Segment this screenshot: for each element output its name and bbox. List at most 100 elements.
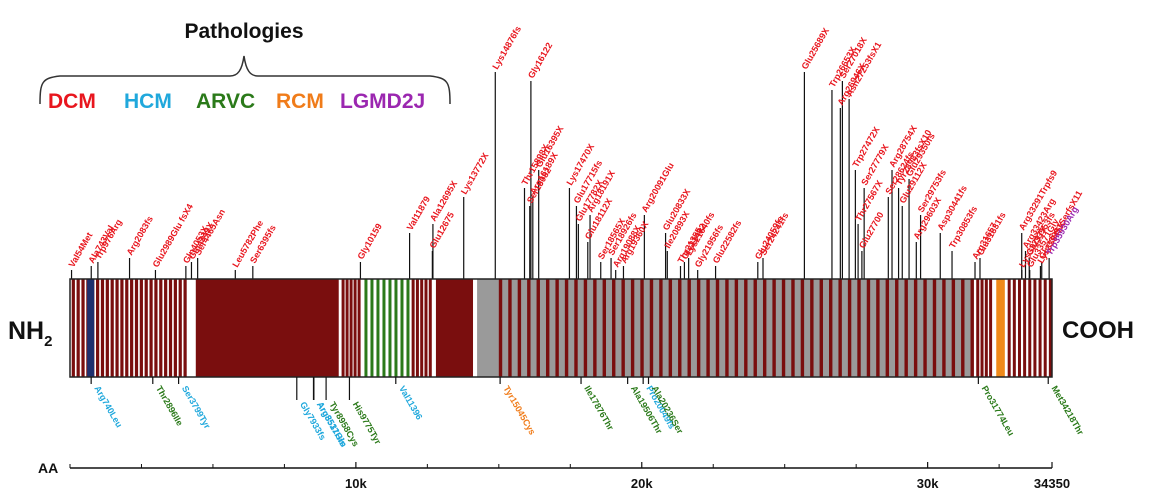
bottom-mutation-label: Arg740Leu (92, 384, 124, 429)
domain-stripe (81, 279, 85, 377)
domain-stripe (876, 279, 880, 377)
domain-stripe (110, 279, 114, 377)
axis-tick-label: 34350 (1034, 476, 1070, 491)
domain-stripe (100, 279, 105, 377)
domain-stripe (424, 279, 428, 377)
domain-stripe (1012, 279, 1016, 377)
domain-stripe (173, 279, 177, 377)
axis-ticks: 10k 20k 30k 34350 (69, 462, 1070, 491)
top-mutation-label: Arg2083fs (125, 214, 155, 257)
domain-stripe (139, 279, 143, 377)
protein-outline (69, 278, 1053, 378)
domain-stripe (829, 279, 833, 377)
domain-stripe (71, 279, 75, 377)
bottom-mutation-label: Thr2896Ile (154, 384, 185, 428)
domain-stripe (508, 279, 512, 377)
domain-stripe (388, 279, 392, 377)
domain-stripe (942, 279, 946, 377)
top-mutation-label: Glu25689X (799, 26, 831, 71)
domain-stripe (164, 279, 168, 377)
domain-stripe (1048, 279, 1052, 377)
domain-stripe (791, 279, 795, 377)
domain-stripe (400, 279, 404, 377)
domain-stripe (159, 279, 163, 377)
domain-stripe (734, 279, 739, 377)
domain-stripe (555, 279, 559, 377)
domain-gap (473, 279, 478, 377)
domain-stripe (105, 279, 109, 377)
bottom-stalks (90, 377, 1049, 400)
n-terminus-subscript: 2 (44, 333, 52, 350)
top-mutation-label: Gly10159 (355, 222, 383, 261)
domain-stripe (149, 279, 153, 377)
domain-stripe (895, 279, 899, 377)
domain-stripe (678, 279, 682, 377)
domain-stripe (706, 279, 710, 377)
legend-lgmd: LGMD2J (340, 90, 425, 113)
domain-stripe (649, 279, 654, 377)
domain-stripe (341, 279, 345, 377)
bottom-mutation-label: Ile17876Thr (582, 384, 616, 432)
top-mutation-label: Lys13772X (459, 151, 491, 196)
domain-stripe (687, 279, 691, 377)
axis-label: AA (38, 460, 58, 476)
domain-stripe (564, 279, 569, 377)
domain-block (195, 279, 339, 377)
pathologies-title: Pathologies (184, 20, 303, 43)
domain-stripe (772, 279, 776, 377)
domain-stripe (382, 279, 386, 377)
bottom-mutation-label: Met34218Thr (1049, 384, 1085, 437)
domain-stripe (1038, 279, 1042, 377)
domain-stripe (345, 279, 349, 377)
legend-rcm: RCM (276, 90, 324, 113)
domain-stripe (144, 279, 148, 377)
domain-stripe (593, 279, 597, 377)
legend-hcm: HCM (124, 90, 172, 113)
domain-stripe (349, 279, 353, 377)
domain-stripe (932, 279, 937, 377)
c-terminus-label: COOH (1062, 317, 1134, 344)
domain-stripe (984, 279, 988, 377)
domain-stripe (1043, 279, 1047, 377)
domain-stripe (115, 279, 119, 377)
domain-stripe (696, 279, 701, 377)
domain-stripe (762, 279, 767, 377)
domain-stripe (154, 279, 158, 377)
axis-tick-label: 10k (345, 476, 367, 491)
protein-domains (70, 279, 1052, 377)
domain-stripe (961, 279, 965, 377)
bottom-mutation-label: Ser3799Tyr (180, 384, 213, 431)
domain-stripe (415, 279, 419, 377)
bottom-mutation-label: Val11396 (397, 384, 424, 422)
domain-stripe (545, 279, 550, 377)
domain-stripe (1033, 279, 1037, 377)
domain-stripe (970, 279, 974, 377)
domain-stripe (640, 279, 644, 377)
domain-stripe (1017, 279, 1021, 377)
domain-stripe (420, 279, 424, 377)
domain-stripe (838, 279, 842, 377)
domain-stripe (134, 279, 139, 377)
domain-stripe (1028, 279, 1032, 377)
top-mutation-label: Lys14876fs (490, 24, 523, 71)
n-terminus-label: NH2 (8, 317, 52, 350)
domain-block (996, 279, 1005, 377)
domain-stripe (1007, 279, 1011, 377)
domain-stripe (527, 279, 531, 377)
domain-stripe (781, 279, 786, 377)
domain-stripe (130, 279, 134, 377)
domain-blue-marker (87, 279, 95, 377)
domain-stripe (744, 279, 748, 377)
domain-stripe (621, 279, 625, 377)
domain-stripe (120, 279, 124, 377)
domain-stripe (612, 279, 616, 377)
bottom-mutation-label: Pro31774Leu (980, 384, 1017, 438)
legend-arvc: ARVC (196, 90, 255, 113)
domain-stripe (857, 279, 861, 377)
domain-stripe (1023, 279, 1027, 377)
domain-stripe (668, 279, 673, 377)
domain-stripe (370, 279, 374, 377)
